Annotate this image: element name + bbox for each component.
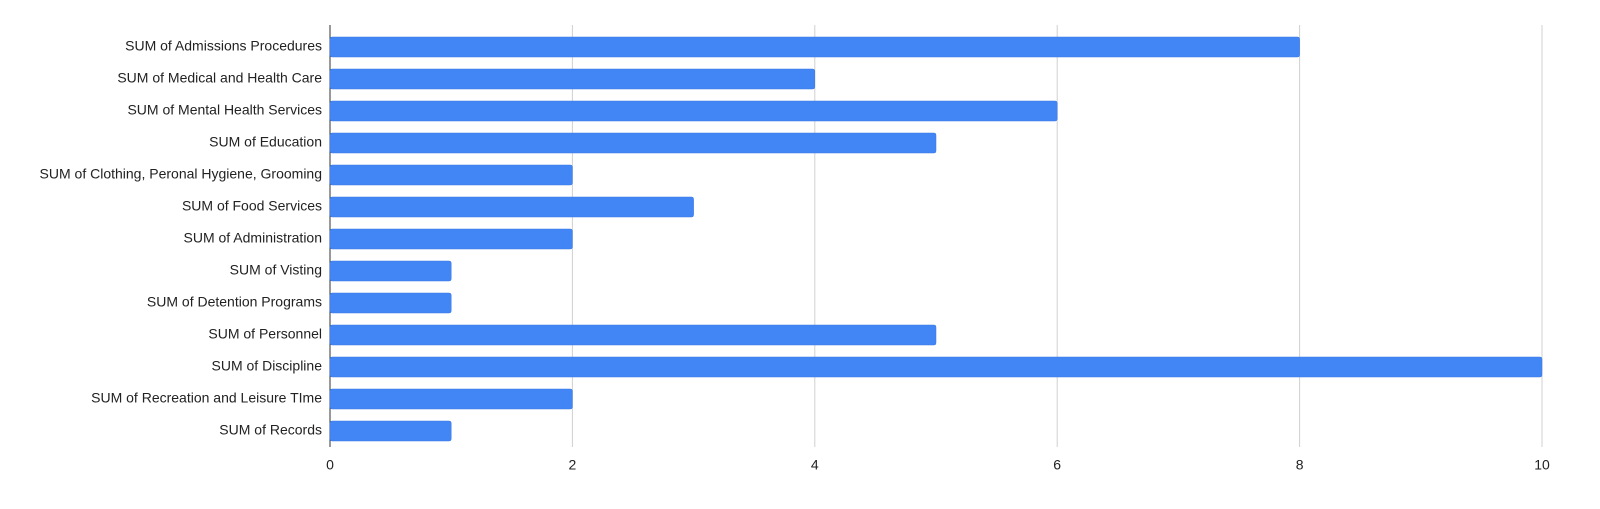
x-tick-label: 2 xyxy=(569,457,577,473)
bar xyxy=(329,260,452,282)
bar xyxy=(329,36,1300,58)
y-tick-label: SUM of Recreation and Leisure TIme xyxy=(91,390,322,406)
y-tick-label: SUM of Personnel xyxy=(208,326,322,342)
y-tick-label: SUM of Administration xyxy=(184,230,323,246)
y-tick-label: SUM of Food Services xyxy=(182,198,322,214)
y-tick-label: SUM of Education xyxy=(209,134,322,150)
x-tick-label: 10 xyxy=(1534,457,1550,473)
y-tick-label: SUM of Mental Health Services xyxy=(127,102,322,118)
bar xyxy=(329,292,452,314)
bar xyxy=(329,132,937,154)
bar xyxy=(329,164,573,186)
bar xyxy=(329,356,1543,378)
x-tick-label: 0 xyxy=(326,457,334,473)
bar xyxy=(329,68,816,90)
y-tick-label: SUM of Records xyxy=(219,422,322,438)
bar xyxy=(329,196,694,218)
y-tick-label: SUM of Visting xyxy=(230,262,322,278)
y-tick-label: SUM of Medical and Health Care xyxy=(117,70,322,86)
x-tick-label: 8 xyxy=(1296,457,1304,473)
y-tick-label: SUM of Discipline xyxy=(212,358,323,374)
x-tick-label: 4 xyxy=(811,457,819,473)
bar xyxy=(329,228,573,250)
bar xyxy=(329,388,573,410)
y-tick-label: SUM of Clothing, Peronal Hygiene, Groomi… xyxy=(40,166,322,182)
x-tick-label: 6 xyxy=(1053,457,1061,473)
y-tick-label: SUM of Admissions Procedures xyxy=(125,38,322,54)
bar xyxy=(329,420,452,442)
bar xyxy=(329,324,937,346)
y-tick-label: SUM of Detention Programs xyxy=(147,294,322,310)
bar xyxy=(329,100,1058,122)
